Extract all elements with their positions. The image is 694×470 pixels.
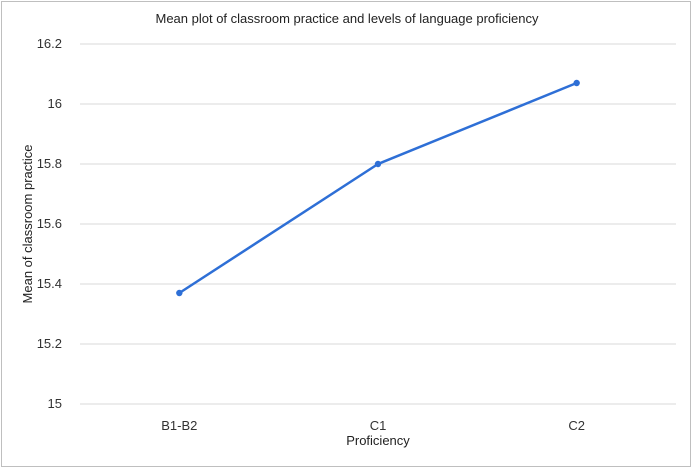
data-point (374, 160, 382, 168)
y-tick-label: 15.4 (37, 276, 62, 291)
chart-title: Mean plot of classroom practice and leve… (156, 11, 539, 26)
series (176, 79, 580, 297)
data-point (176, 289, 183, 297)
x-tick-label: C2 (568, 418, 585, 433)
x-tick-label: C1 (370, 418, 387, 433)
y-tick-label: 15.8 (37, 156, 62, 171)
y-tick-label: 16.2 (37, 36, 62, 51)
y-axis-label: Mean of classroom practice (20, 145, 35, 304)
x-axis-label: Proficiency (346, 433, 410, 448)
y-tick-label: 15 (48, 396, 62, 411)
y-axis: 15 15.2 15.4 15.6 15.8 16 16.2 (37, 36, 62, 411)
y-tick-label: 15.2 (37, 336, 62, 351)
series-line (178, 81, 578, 295)
x-axis: B1-B2 C1 C2 (161, 418, 585, 433)
y-tick-label: 15.6 (37, 216, 62, 231)
grid (80, 43, 676, 405)
y-tick-label: 16 (48, 96, 62, 111)
data-point (573, 79, 580, 87)
x-tick-label: B1-B2 (161, 418, 197, 433)
